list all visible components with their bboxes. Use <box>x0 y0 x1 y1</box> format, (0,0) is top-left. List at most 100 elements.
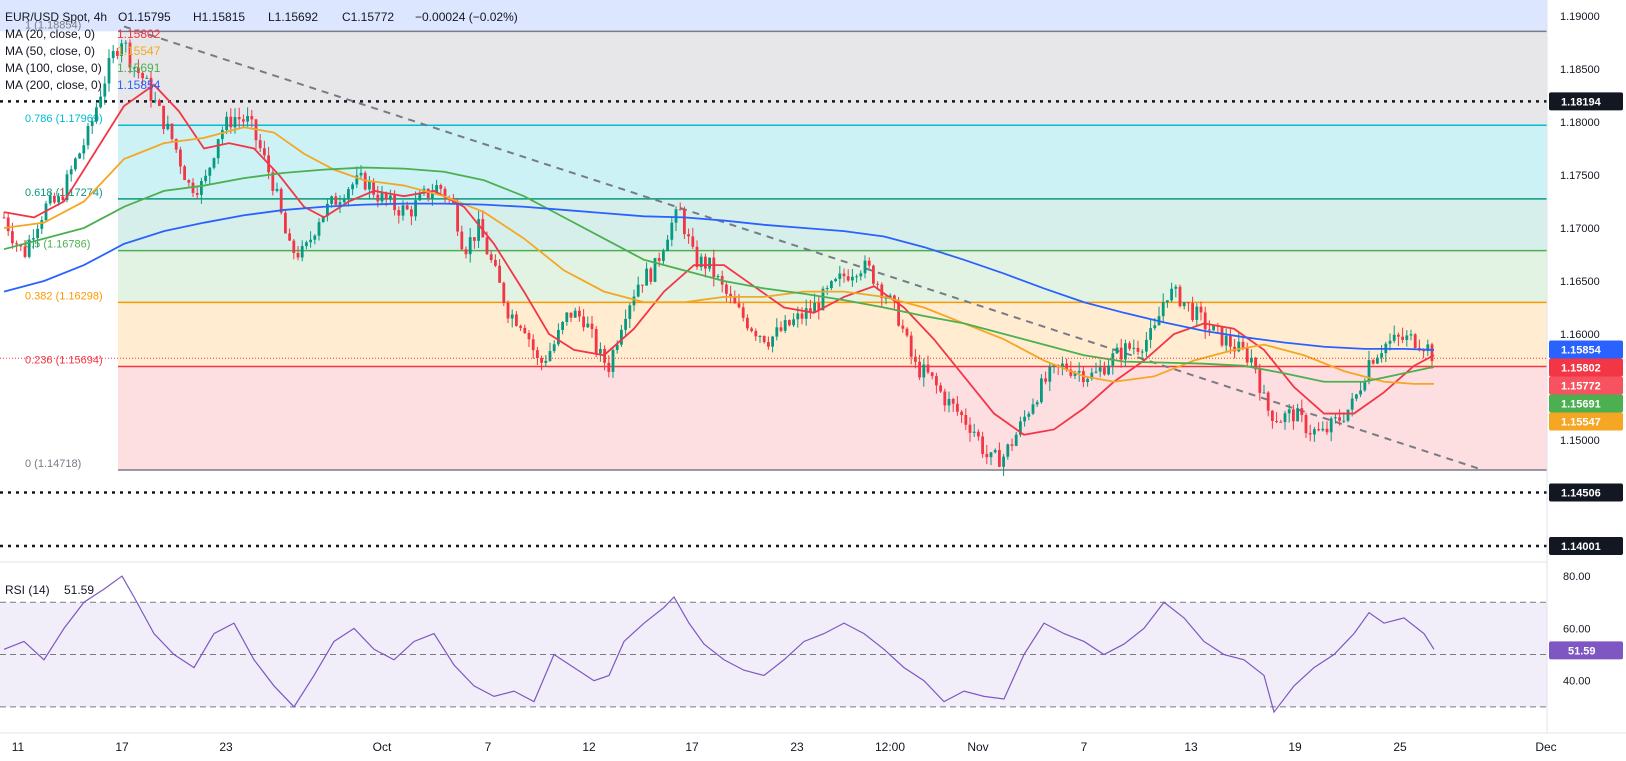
candle-body <box>1174 286 1178 289</box>
candle-body <box>40 220 44 229</box>
ma-legend-label[interactable]: MA (20, close, 0) <box>5 27 95 41</box>
candle-body <box>179 149 182 167</box>
candle-body <box>137 67 140 73</box>
candle-body <box>775 327 779 337</box>
fib-label: 0.382 (1.16298) <box>25 290 103 302</box>
candle-body <box>645 268 648 286</box>
candle-body <box>594 329 598 354</box>
candle-body <box>1397 334 1400 337</box>
candle-body <box>842 273 846 277</box>
candle-body <box>1224 335 1228 346</box>
rsi-badge-label: 51.59 <box>1568 645 1596 657</box>
chart-title[interactable]: EUR/USD Spot, 4h <box>5 10 107 24</box>
candle-body <box>439 185 443 189</box>
price-tick-label: 1.15000 <box>1560 435 1600 447</box>
candle-body <box>1128 343 1131 349</box>
price-tick-label: 1.19000 <box>1560 11 1600 23</box>
candle-body <box>174 139 178 150</box>
candle-body <box>1073 372 1077 376</box>
candle-body <box>1103 367 1106 375</box>
ma-line <box>3 166 1435 383</box>
candle-body <box>506 302 510 319</box>
candle-body <box>1027 413 1031 417</box>
candle-body <box>1191 303 1194 320</box>
candle-body <box>502 282 506 303</box>
fib-lines <box>118 30 1547 471</box>
ma-legend-label[interactable]: MA (200, close, 0) <box>5 78 102 92</box>
candle-body <box>170 123 174 140</box>
price-pane[interactable]: 1 (1.18854) 0.786 (1.17969) 0.618 (1.17274… <box>0 0 1547 562</box>
candle-body <box>704 256 707 269</box>
candle-body <box>334 196 338 205</box>
candle-body <box>985 453 989 458</box>
candle-body <box>926 364 930 373</box>
ohlc-change: −0.00024 (−0.02%) <box>415 10 518 24</box>
candle-body <box>515 314 518 326</box>
rsi-value-badge: 51.59 <box>1549 641 1623 660</box>
candle-body <box>872 265 875 284</box>
candle-body <box>716 276 720 278</box>
candle-body <box>758 336 762 338</box>
candle-body <box>208 167 212 176</box>
moving-averages <box>3 83 1435 436</box>
ma-legend-label[interactable]: MA (100, close, 0) <box>5 61 102 75</box>
hline-badge-label: 1.14506 <box>1561 487 1601 499</box>
candle-body <box>321 216 325 223</box>
rsi-legend-value: 51.59 <box>64 583 94 597</box>
price-badge <box>1549 340 1623 359</box>
candle-body <box>674 209 678 223</box>
rsi-legend-label[interactable]: RSI (14) <box>5 583 50 597</box>
time-ticks: 11 17 23 Oct 7 12 17 23 12:00 Nov 7 13 19 25 Dec <box>12 740 1557 754</box>
rsi-line <box>3 575 1435 714</box>
rsi-pane[interactable] <box>0 563 1547 733</box>
price-badge <box>1549 394 1623 413</box>
candle-body <box>1371 360 1375 364</box>
time-axis[interactable]: 11 17 23 Oct 7 12 17 23 12:00 Nov 7 13 19 25 Dec <box>0 732 1626 754</box>
candle-body <box>1166 300 1169 303</box>
candle-body <box>355 175 359 185</box>
price-axis[interactable]: 1.19000 1.18500 1.18000 1.17500 1.17000 1.165… <box>1546 0 1626 733</box>
ma-legend-value: 1.15802 <box>117 27 161 41</box>
candle-body <box>90 121 94 126</box>
trendline-segment[interactable] <box>123 25 1480 470</box>
candle-body <box>338 202 342 205</box>
candle-body <box>132 67 136 69</box>
candle-body <box>809 308 812 313</box>
trendline[interactable] <box>123 25 1480 470</box>
fib-label: 0 (1.14718) <box>25 458 81 470</box>
candle-body <box>1250 357 1253 363</box>
time-tick-label: 7 <box>1081 740 1088 754</box>
candle-body <box>275 188 279 191</box>
candle-body <box>914 356 917 362</box>
candle-body <box>1153 325 1157 329</box>
price-pane-background <box>0 0 1547 562</box>
candle-body <box>956 403 959 412</box>
price-badge <box>1549 358 1623 377</box>
candle-body <box>1220 326 1224 346</box>
candle-body <box>628 305 632 319</box>
candle-body <box>863 260 867 274</box>
candle-body <box>1044 378 1047 382</box>
ma-line <box>3 202 1435 351</box>
candle-body <box>380 192 384 202</box>
candle-body <box>309 239 312 243</box>
candle-body <box>1359 390 1362 395</box>
candle-body <box>1355 394 1358 399</box>
candle-body <box>158 100 161 106</box>
candle-body <box>57 196 60 203</box>
candle-body <box>410 209 413 217</box>
candle-body <box>557 329 560 345</box>
candle-body <box>187 180 191 183</box>
candle-body <box>884 297 888 299</box>
candle-body <box>149 77 153 101</box>
candle-body <box>263 148 266 156</box>
horizontal-lines[interactable] <box>0 100 1547 548</box>
price-badge-label: 1.15691 <box>1561 399 1601 411</box>
candle-body <box>897 300 900 326</box>
candle-body <box>569 312 573 318</box>
candle-body <box>1119 347 1123 360</box>
candle-body <box>905 328 909 336</box>
ma-legend-label[interactable]: MA (50, close, 0) <box>5 44 95 58</box>
candle-body <box>464 249 468 255</box>
